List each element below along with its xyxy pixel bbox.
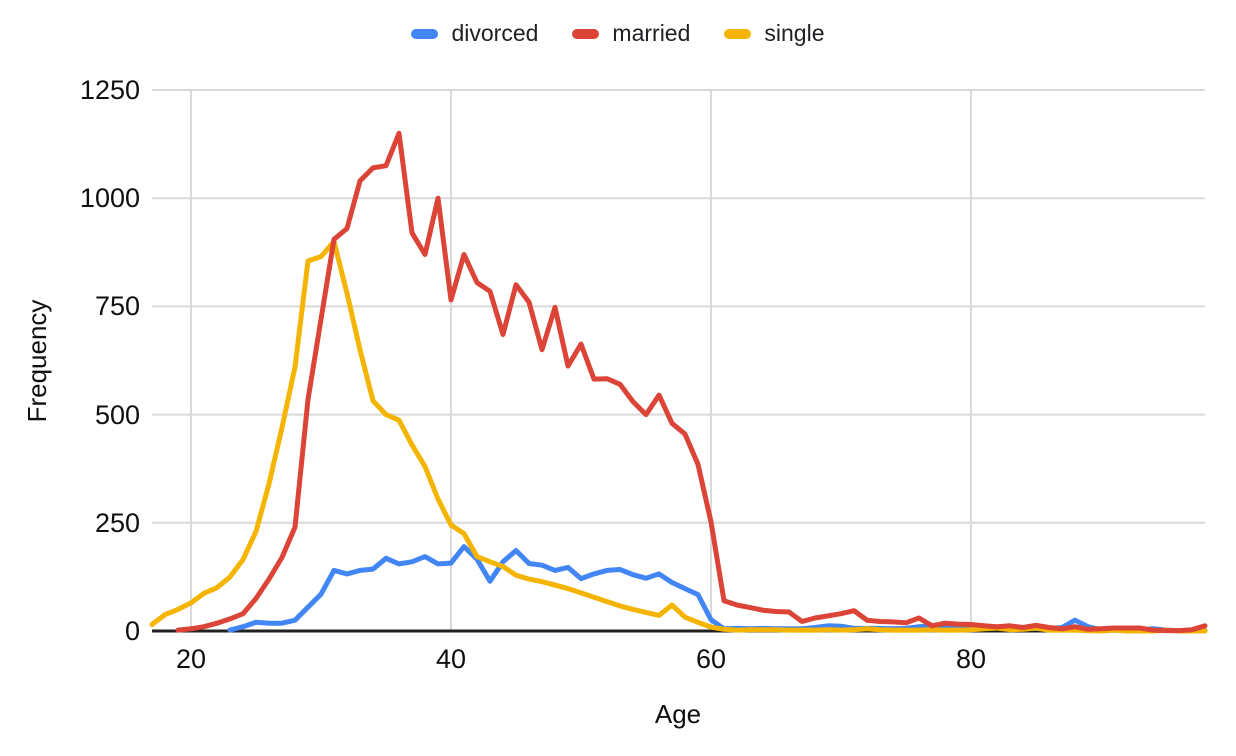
- legend-label-single: single: [764, 20, 825, 46]
- legend-label-divorced: divorced: [451, 20, 539, 46]
- y-tick-label-1000: 1000: [79, 183, 140, 214]
- married-series-swatch-icon: [572, 28, 600, 39]
- legend-label-married: married: [612, 20, 691, 46]
- legend-item-single[interactable]: single: [724, 20, 825, 46]
- legend: divorced married single: [0, 22, 1236, 45]
- y-tick-label-250: 250: [94, 507, 140, 538]
- single-series-line: [149, 239, 1208, 634]
- legend-item-divorced[interactable]: divorced: [411, 22, 538, 45]
- x-tick-label-80: 80: [955, 644, 987, 674]
- single-series-swatch-icon: [724, 28, 752, 39]
- x-axis-title: Age: [654, 699, 702, 729]
- divorced-series-swatch-icon: [411, 28, 439, 39]
- y-tick-label-750: 750: [94, 291, 140, 322]
- legend-item-married[interactable]: married: [572, 22, 690, 45]
- y-tick-label-0: 0: [124, 616, 140, 646]
- y-tick-label-500: 500: [94, 399, 140, 430]
- y-tick-label-1250: 1250: [79, 75, 140, 105]
- married-series-line: [175, 130, 1208, 634]
- x-tick-label-20: 20: [175, 644, 207, 674]
- x-tick-label-40: 40: [435, 644, 467, 674]
- x-tick-label-60: 60: [695, 644, 727, 674]
